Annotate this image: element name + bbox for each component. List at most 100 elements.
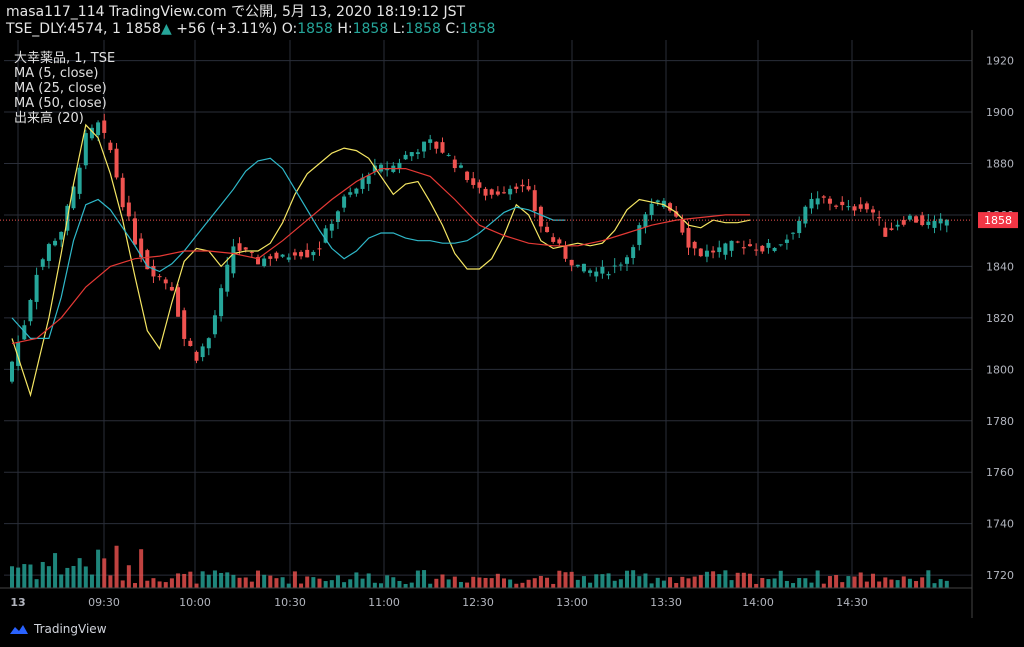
candle-body: [852, 206, 857, 211]
publish-line: masa117_114 TradingView.com で公開, 5月 13, …: [6, 4, 466, 20]
volume-bar: [797, 577, 802, 588]
volume-bar: [569, 571, 574, 588]
candle-body: [754, 249, 759, 251]
candle-body: [163, 279, 168, 284]
candle-body: [139, 238, 144, 258]
open-value: 1858: [297, 21, 333, 37]
volume-bar: [219, 572, 224, 588]
x-tick-label: 12:30: [462, 596, 494, 609]
volume-bar: [815, 570, 820, 588]
candle-body: [342, 196, 347, 208]
volume-bar: [317, 578, 322, 588]
volume-bar: [883, 577, 888, 588]
candle-body: [477, 182, 482, 188]
candle-body: [643, 214, 648, 228]
candle-body: [680, 219, 685, 233]
volume-bar: [545, 577, 550, 588]
legend-ma50: MA (50, close): [14, 96, 107, 111]
volume-bar: [391, 577, 396, 588]
candle-body: [508, 188, 513, 195]
candle-body: [495, 191, 500, 195]
candle-body: [514, 186, 519, 189]
volume-bar: [618, 579, 623, 588]
candle-body: [883, 227, 888, 237]
volume-bar: [108, 575, 113, 588]
y-tick-label: 1840: [986, 260, 1014, 273]
volume-bar: [22, 564, 27, 588]
candle-body: [545, 226, 550, 233]
up-arrow-icon: ▲: [160, 21, 172, 37]
candle-body: [108, 142, 113, 151]
x-tick-label: 14:00: [742, 596, 774, 609]
x-tick-label: 14:30: [836, 596, 868, 609]
y-tick-label: 1760: [986, 466, 1014, 479]
candle-body: [668, 203, 673, 211]
tradingview-cloud-icon: [10, 625, 28, 634]
volume-bar: [563, 572, 568, 588]
candle-body: [458, 165, 463, 168]
candle-body: [612, 265, 617, 267]
volume-bar: [163, 582, 168, 588]
candle-body: [914, 216, 919, 223]
tradingview-logo[interactable]: TradingView: [8, 622, 107, 636]
candle-body: [329, 223, 334, 231]
volume-bar: [40, 561, 45, 588]
volume-bar: [83, 566, 88, 588]
volume-bar: [791, 583, 796, 588]
volume-bar: [440, 574, 445, 588]
candle-body: [600, 266, 605, 274]
candle-body: [323, 228, 328, 243]
ma5-line: [11, 123, 751, 398]
volume-bar: [834, 575, 839, 588]
volume-bar: [495, 573, 500, 588]
volume-bar: [256, 570, 260, 588]
volume-bar: [286, 583, 291, 588]
volume-bar: [397, 580, 402, 588]
candle-body: [286, 257, 291, 260]
volume-bar: [526, 579, 531, 588]
volume-bar: [65, 567, 70, 588]
volume-bar: [299, 583, 304, 588]
volume-bar: [508, 579, 513, 588]
volume-bar: [655, 577, 660, 588]
candle-body: [815, 198, 820, 205]
candle-body: [268, 256, 273, 259]
volume-bar: [237, 577, 242, 588]
volume-bar: [452, 576, 457, 588]
volume-bar: [169, 578, 174, 588]
volume-bar: [385, 575, 390, 588]
volume-bar: [698, 575, 703, 588]
volume-bar: [342, 582, 347, 588]
volume-bar: [895, 580, 900, 588]
volume-bar: [422, 570, 427, 588]
volume-bar: [920, 577, 925, 588]
volume-bar: [680, 576, 685, 588]
volume-bar: [907, 578, 912, 588]
low-label: L:: [392, 21, 406, 37]
candle-body: [225, 264, 230, 292]
volume-bar: [434, 578, 439, 588]
volume-bar: [926, 570, 931, 588]
candle-body: [126, 202, 131, 217]
volume-bar: [489, 578, 494, 588]
candle-body: [237, 243, 242, 251]
legend-symbol: 大幸薬品, 1, TSE: [14, 51, 116, 66]
candle-body: [59, 231, 64, 240]
volume-bar: [71, 565, 76, 588]
volume-bar: [760, 577, 765, 588]
candle-body: [895, 224, 900, 227]
candle-body: [637, 225, 642, 245]
candle-body: [471, 178, 476, 185]
volume-bar: [840, 582, 845, 588]
volume-bar: [329, 580, 334, 588]
candle-body: [723, 243, 728, 255]
candle-body: [77, 167, 82, 194]
volume-bar: [212, 570, 217, 588]
volume-bar: [46, 566, 51, 588]
volume-bar: [188, 571, 193, 588]
volume-bar: [704, 571, 709, 588]
candle-body: [428, 139, 433, 143]
tradingview-brand: TradingView: [34, 622, 107, 636]
volume-bar: [692, 576, 697, 588]
